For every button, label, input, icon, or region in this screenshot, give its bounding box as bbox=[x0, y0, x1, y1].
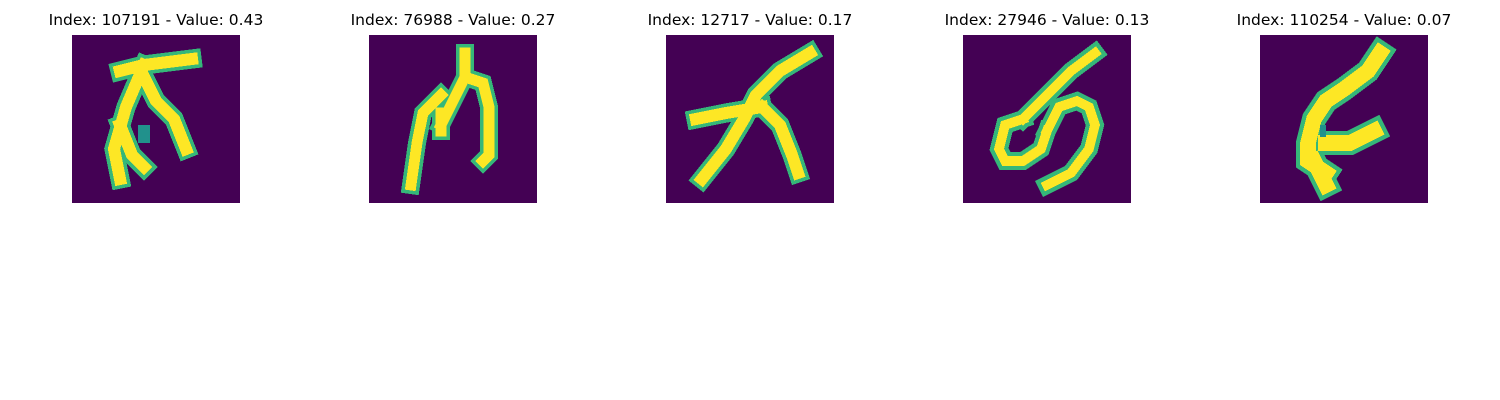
panel-1: Index: 107191 - Value: 0.43 bbox=[26, 0, 286, 210]
handwritten-glyph-image bbox=[666, 35, 834, 203]
panel-title: Index: 27946 - Value: 0.13 bbox=[944, 11, 1150, 29]
panel-title: Index: 107191 - Value: 0.43 bbox=[48, 11, 264, 29]
panel-4: Index: 27946 - Value: 0.13 bbox=[917, 0, 1177, 210]
handwritten-glyph-image bbox=[369, 35, 537, 203]
handwritten-glyph-image bbox=[963, 35, 1131, 203]
panel-2: Index: 76988 - Value: 0.27 bbox=[323, 0, 583, 210]
panel-title: Index: 110254 - Value: 0.07 bbox=[1236, 11, 1452, 29]
panel-title: Index: 76988 - Value: 0.27 bbox=[350, 11, 556, 29]
handwritten-glyph-image bbox=[72, 35, 240, 203]
panel-5: Index: 110254 - Value: 0.07 bbox=[1214, 0, 1474, 210]
panel-title: Index: 12717 - Value: 0.17 bbox=[647, 11, 853, 29]
panel-3: Index: 12717 - Value: 0.17 bbox=[620, 0, 880, 210]
handwritten-glyph-image bbox=[1260, 35, 1428, 203]
